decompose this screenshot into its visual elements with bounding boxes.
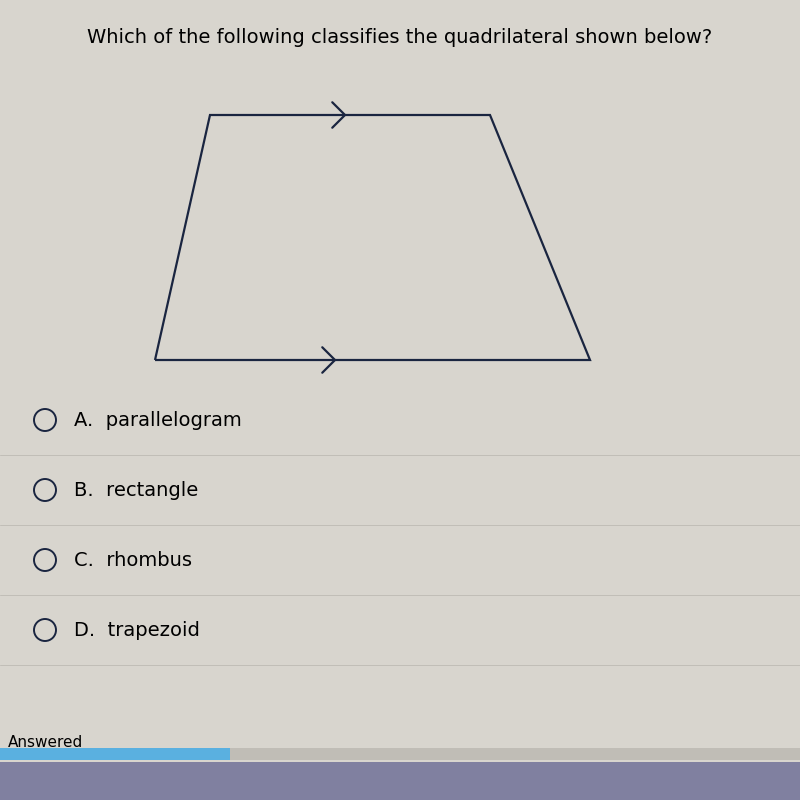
Bar — [0, 762, 800, 800]
Text: Which of the following classifies the quadrilateral shown below?: Which of the following classifies the qu… — [87, 28, 713, 47]
Bar — [0, 748, 800, 760]
Text: Answered: Answered — [8, 735, 83, 750]
Text: B.  rectangle: B. rectangle — [74, 481, 198, 499]
Text: C.  rhombus: C. rhombus — [74, 550, 192, 570]
Bar — [0, 748, 230, 760]
Text: D.  trapezoid: D. trapezoid — [74, 621, 200, 639]
Text: A.  parallelogram: A. parallelogram — [74, 410, 242, 430]
